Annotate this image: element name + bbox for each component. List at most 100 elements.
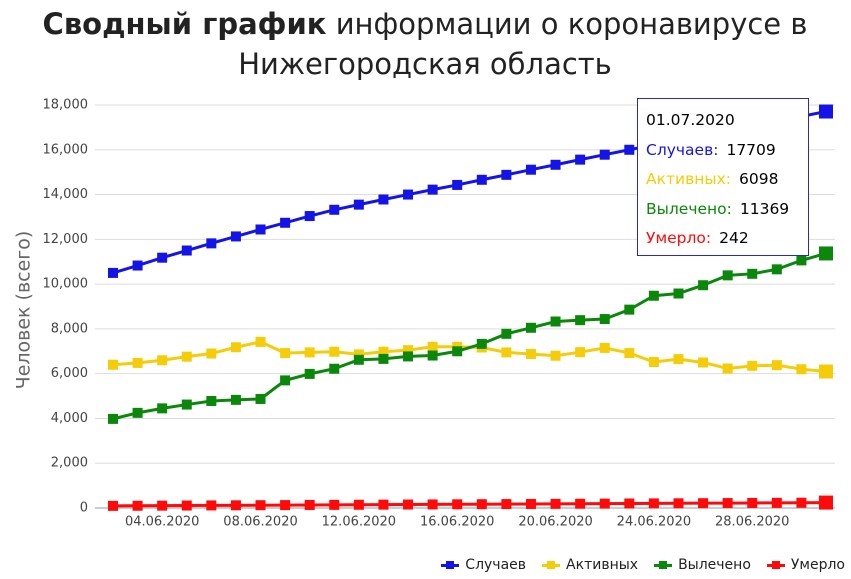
legend-marker (771, 560, 780, 569)
data-point (575, 315, 586, 326)
data-point (378, 499, 389, 510)
tooltip-row: Вылечено: 11369 (646, 200, 808, 230)
y-tick-label: 8,000 (51, 321, 88, 336)
legend-label: Умерло (790, 557, 845, 573)
data-point (206, 238, 217, 249)
data-point (108, 413, 118, 424)
data-point (525, 348, 536, 359)
data-point (304, 368, 315, 379)
legend-symbol (542, 560, 561, 569)
data-point (624, 498, 635, 509)
data-point (599, 342, 610, 353)
data-point (819, 104, 833, 119)
data-point (329, 204, 340, 215)
x-tick-label: 04.06.2020 (125, 515, 199, 530)
y-tick-label: 12,000 (43, 232, 89, 247)
data-point (329, 363, 340, 374)
legend-symbol (654, 560, 673, 569)
y-axis-label: Человек (всего) (13, 231, 35, 390)
data-point (819, 246, 833, 261)
data-point (550, 350, 561, 361)
data-point (329, 499, 340, 510)
tooltip-row: Умерло: 242 (646, 229, 808, 259)
data-point (771, 360, 782, 371)
data-point (575, 498, 586, 509)
data-point (255, 393, 266, 404)
data-point (181, 500, 192, 511)
data-point (525, 164, 536, 175)
data-point (108, 267, 118, 278)
y-tick-label: 18,000 (43, 98, 89, 113)
data-point (550, 316, 561, 327)
tooltip-row: Случаев: 17709 (646, 141, 808, 171)
title-bold: Сводный график (42, 7, 327, 41)
data-point (132, 357, 143, 368)
data-point (501, 169, 512, 180)
tooltip-value: 11369 (739, 199, 790, 218)
data-point (181, 399, 192, 410)
data-point (280, 348, 291, 359)
data-point (255, 500, 266, 511)
data-point (796, 255, 807, 266)
data-point (403, 345, 414, 356)
x-tick-label: 16.06.2020 (420, 515, 494, 530)
data-point (771, 264, 782, 275)
legend-item: Случаев (441, 557, 526, 573)
legend-item: Вылечено (654, 557, 751, 573)
data-point (673, 498, 684, 509)
data-point (599, 314, 610, 325)
tooltip-label: Активных: (646, 170, 731, 188)
data-point (427, 499, 438, 510)
data-point (698, 357, 709, 368)
y-tick-label: 14,000 (43, 187, 89, 202)
data-point (648, 290, 659, 301)
data-point (747, 268, 758, 279)
legend-item: Активных (542, 557, 638, 573)
data-point (624, 304, 635, 315)
data-point (427, 350, 438, 361)
data-point (427, 184, 438, 195)
data-point (108, 500, 118, 511)
data-point (255, 336, 266, 347)
data-point (230, 342, 241, 353)
legend-marker (446, 560, 455, 569)
series-line (112, 501, 827, 508)
data-point (452, 499, 463, 510)
data-point (673, 354, 684, 365)
legend-label: Вылечено (678, 557, 751, 573)
data-point (427, 341, 438, 352)
data-point (304, 211, 315, 222)
data-point (230, 500, 241, 511)
chart-title: Сводный график информации о коронавирусе… (20, 4, 830, 84)
data-point (403, 351, 414, 362)
data-point (280, 375, 291, 386)
tooltip: 01.07.2020 Случаев: 17709 Активных: 6098 Выле… (637, 98, 809, 256)
data-point (747, 497, 758, 508)
data-point (181, 245, 192, 256)
data-point (353, 499, 364, 510)
data-point (819, 495, 833, 510)
legend: Случаев Активных Вылечено Умерло (425, 557, 845, 573)
data-point (599, 149, 610, 160)
data-point (648, 357, 659, 368)
series-line (112, 252, 827, 421)
data-point (747, 360, 758, 371)
data-point (501, 347, 512, 358)
data-point (722, 363, 733, 374)
data-point (181, 351, 192, 362)
data-point (132, 500, 143, 511)
data-point (255, 224, 266, 235)
data-point (624, 144, 635, 155)
data-point (378, 353, 389, 364)
x-tick-label: 20.06.2020 (518, 515, 592, 530)
data-point (648, 498, 659, 509)
data-point (452, 179, 463, 190)
legend-symbol (441, 560, 460, 569)
data-point (304, 499, 315, 510)
data-point (206, 395, 217, 406)
x-tick-label: 28.06.2020 (715, 515, 789, 530)
data-point (157, 403, 168, 414)
data-point (575, 347, 586, 358)
data-point (157, 500, 168, 511)
